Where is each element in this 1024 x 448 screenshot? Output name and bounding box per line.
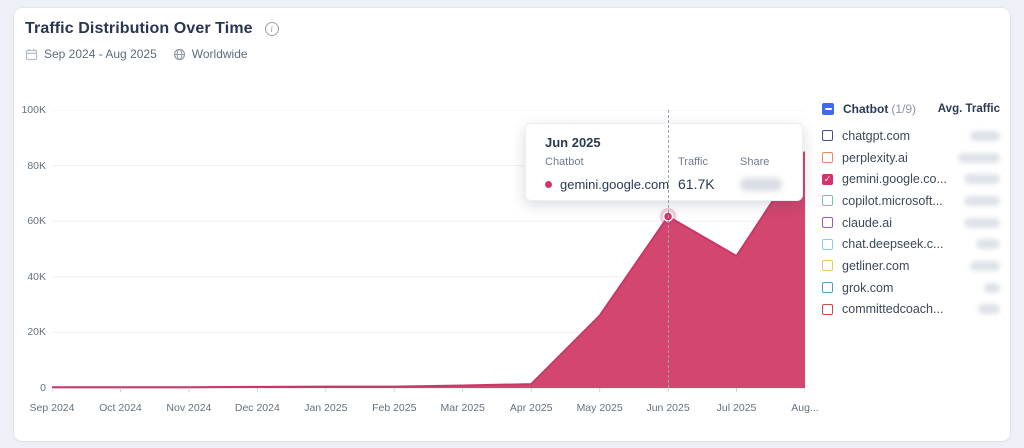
- legend-item-label: claude.ai: [842, 215, 893, 230]
- x-tick-label: Oct 2024: [99, 402, 142, 414]
- x-tick-label: Jun 2025: [646, 402, 690, 414]
- series-checkbox[interactable]: [822, 217, 833, 229]
- x-axis-ticks: [51, 388, 806, 392]
- date-range: Sep 2024 - Aug 2025: [44, 47, 157, 61]
- series-checkbox[interactable]: [822, 303, 833, 315]
- x-tick-label: Feb 2025: [372, 402, 417, 414]
- legend-item-gemini-google-co[interactable]: ✓ gemini.google.co...: [822, 168, 1000, 190]
- globe-icon: [173, 48, 185, 60]
- legend-item-label: committedcoach...: [842, 302, 944, 317]
- y-tick-label: 60K: [27, 215, 46, 228]
- y-axis-labels: 100K 80K 60K 40K 20K 0: [14, 104, 46, 394]
- avg-traffic-value-blurred: [978, 304, 1000, 315]
- legend-item-label: copilot.microsoft...: [842, 193, 943, 208]
- legend-item-label: grok.com: [842, 280, 894, 295]
- x-tick-label: Mar 2025: [440, 402, 485, 414]
- series-checkbox[interactable]: ✓: [822, 173, 833, 185]
- tooltip-col-traffic: Traffic: [678, 156, 708, 168]
- avg-traffic-value-blurred: [964, 217, 1000, 228]
- legend: Chatbot (1/9) Avg. Traffic chatgpt.com pe…: [822, 97, 1000, 320]
- traffic-area-outline: [52, 151, 806, 389]
- x-tick-label: Jan 2025: [304, 402, 348, 414]
- tooltip-traffic-value: 61.7K: [678, 176, 715, 192]
- x-tick-label: Jul 2025: [716, 402, 757, 414]
- x-tick-label: Aug...: [791, 402, 819, 414]
- series-checkbox[interactable]: [822, 282, 833, 294]
- x-tick-label: Dec 2024: [234, 402, 280, 414]
- x-tick-label: Nov 2024: [166, 402, 212, 414]
- series-dot-icon: [545, 180, 552, 188]
- legend-item-chatgpt-com[interactable]: chatgpt.com: [822, 125, 1000, 147]
- legend-item-label: chat.deepseek.c...: [842, 237, 944, 252]
- avg-traffic-value-blurred: [964, 174, 1000, 185]
- select-all-checkbox[interactable]: [822, 103, 834, 115]
- legend-item-chat-deepseek-c[interactable]: chat.deepseek.c...: [822, 233, 1000, 255]
- legend-header[interactable]: Chatbot (1/9) Avg. Traffic: [822, 97, 1000, 121]
- tooltip: Jun 2025 Chatbot Traffic Share gemini.go…: [525, 123, 803, 201]
- tooltip-series-name: gemini.google.com: [545, 177, 678, 192]
- series-checkbox[interactable]: [822, 238, 833, 250]
- avg-traffic-value-blurred: [976, 239, 1000, 250]
- card-header: Traffic Distribution Over Time i Sep 202…: [25, 20, 279, 61]
- avg-traffic-value-blurred: [970, 260, 1000, 271]
- legend-item-claude-ai[interactable]: claude.ai: [822, 212, 1000, 234]
- legend-item-perplexity-ai[interactable]: perplexity.ai: [822, 147, 1000, 169]
- y-tick-label: 40K: [27, 270, 46, 283]
- legend-item-committedcoach[interactable]: committedcoach...: [822, 299, 1000, 321]
- x-tick-label: Apr 2025: [509, 402, 553, 414]
- legend-header-label: Chatbot: [843, 102, 889, 116]
- avg-traffic-header: Avg. Traffic: [937, 103, 1000, 115]
- legend-item-copilot-microsoft[interactable]: copilot.microsoft...: [822, 190, 1000, 212]
- x-axis-labels: Sep 2024 Oct 2024 Nov 2024 Dec 2024 Jan 2025…: [30, 402, 819, 416]
- legend-item-getliner-com[interactable]: getliner.com: [822, 255, 1000, 277]
- legend-item-label: gemini.google.co...: [842, 172, 947, 187]
- hover-guide-line: [668, 110, 670, 388]
- series-checkbox[interactable]: [822, 152, 833, 164]
- x-tick-label: May 2025: [576, 402, 623, 414]
- legend-item-label: getliner.com: [842, 258, 910, 273]
- tooltip-title: Jun 2025: [545, 135, 601, 150]
- legend-item-label: chatgpt.com: [842, 128, 911, 143]
- legend-item-label: perplexity.ai: [842, 150, 908, 165]
- y-tick-label: 0: [40, 382, 46, 394]
- y-tick-label: 100K: [21, 104, 46, 116]
- traffic-area-series: [52, 151, 805, 388]
- tooltip-share-value-blurred: [740, 177, 782, 191]
- avg-traffic-value-blurred: [958, 152, 1000, 163]
- avg-traffic-value-blurred: [970, 130, 1000, 141]
- page-title: Traffic Distribution Over Time: [25, 20, 253, 37]
- series-checkbox[interactable]: [822, 195, 833, 207]
- legend-items: chatgpt.com perplexity.ai ✓ gemini.google.c…: [822, 125, 1000, 320]
- legend-item-grok-com[interactable]: grok.com: [822, 277, 1000, 299]
- info-icon[interactable]: i: [264, 22, 279, 36]
- series-checkbox[interactable]: [822, 130, 833, 142]
- avg-traffic-value-blurred: [984, 282, 1000, 293]
- region-label: Worldwide: [191, 47, 248, 61]
- calendar-icon: [25, 48, 38, 60]
- y-tick-label: 80K: [27, 159, 46, 172]
- legend-header-count: (1/9): [891, 102, 917, 116]
- series-checkbox[interactable]: [822, 260, 833, 272]
- tooltip-col-chatbot: Chatbot: [545, 156, 584, 168]
- x-tick-label: Sep 2024: [29, 402, 75, 414]
- avg-traffic-value-blurred: [964, 195, 1000, 206]
- y-tick-label: 20K: [27, 326, 46, 339]
- traffic-distribution-card: Traffic Distribution Over Time i Sep 202…: [14, 8, 1010, 441]
- tooltip-col-share: Share: [740, 156, 770, 168]
